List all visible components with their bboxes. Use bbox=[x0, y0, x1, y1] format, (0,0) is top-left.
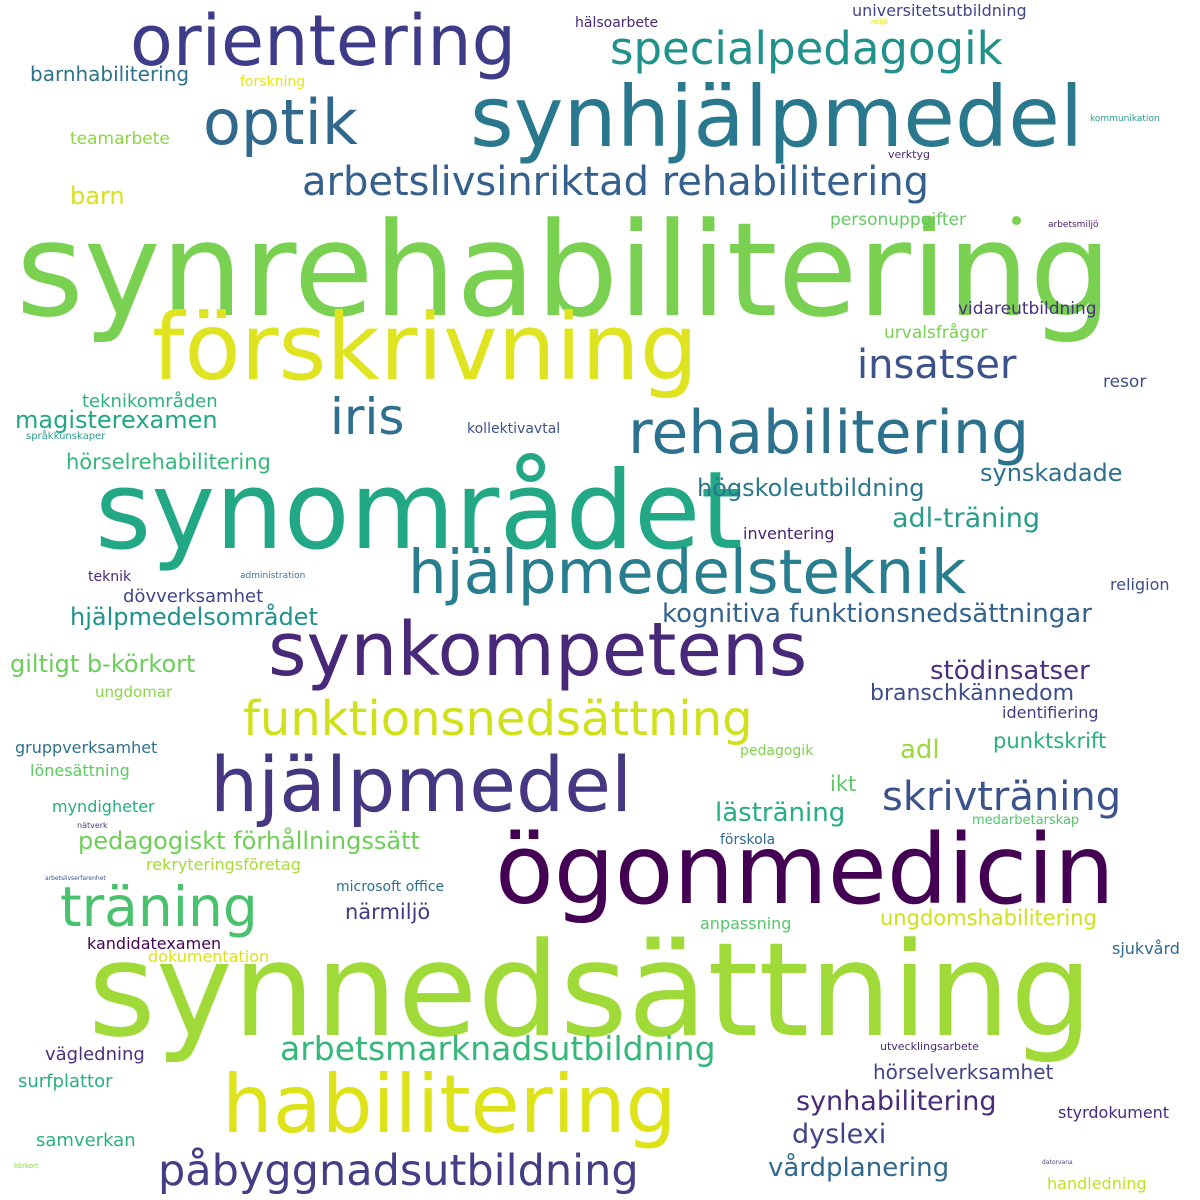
word: synhabilitering bbox=[796, 1086, 997, 1117]
word: teknikområden bbox=[82, 391, 218, 412]
word: iris bbox=[330, 388, 405, 446]
word: microsoft office bbox=[336, 879, 445, 895]
word: stödinsatser bbox=[930, 656, 1090, 686]
word: punktskrift bbox=[993, 729, 1107, 753]
word: synhjälpmedel bbox=[470, 68, 1084, 166]
word: branschkännedom bbox=[870, 681, 1075, 706]
word: adl-träning bbox=[892, 503, 1041, 534]
word: surfplattor bbox=[18, 1071, 113, 1092]
word: datorvana bbox=[1042, 1159, 1073, 1166]
word: personuppgifter bbox=[830, 210, 966, 230]
word: miljö bbox=[871, 18, 888, 26]
word: dokumentation bbox=[148, 947, 270, 966]
word: optik bbox=[203, 86, 358, 159]
word: vidareutbildning bbox=[958, 299, 1097, 319]
word: ungdomshabilitering bbox=[880, 906, 1097, 930]
word: samverkan bbox=[36, 1130, 136, 1151]
word: sjukvård bbox=[1112, 939, 1180, 958]
word: vårdplanering bbox=[768, 1153, 950, 1183]
word: hjälpmedel bbox=[210, 740, 633, 829]
word: rekryteringsföretag bbox=[146, 855, 301, 874]
word: arbetslivserfarenhet bbox=[45, 875, 106, 882]
word: kommunikation bbox=[1090, 114, 1160, 124]
word: rehabilitering bbox=[628, 398, 1030, 468]
word: skrivträning bbox=[882, 774, 1122, 820]
word: religion bbox=[1110, 575, 1170, 594]
word: verktyg bbox=[888, 148, 930, 161]
word: synområdet bbox=[95, 449, 743, 574]
word: myndigheter bbox=[52, 797, 155, 816]
word: dyslexi bbox=[792, 1119, 887, 1150]
word: administration bbox=[240, 571, 306, 581]
word: träning bbox=[60, 875, 258, 939]
word: teamarbete bbox=[70, 129, 170, 149]
word: lästräning bbox=[715, 798, 846, 828]
word: hälsoarbete bbox=[575, 15, 659, 31]
word: körkort bbox=[14, 1162, 39, 1170]
word: ikt bbox=[830, 772, 857, 796]
word: hjälpmedelsområdet bbox=[70, 603, 318, 631]
word: påbyggnadsutbildning bbox=[158, 1146, 639, 1196]
word: nätverk bbox=[77, 821, 108, 830]
word: vägledning bbox=[45, 1044, 145, 1065]
word: närmiljö bbox=[345, 900, 431, 924]
word: barnhabilitering bbox=[30, 62, 190, 86]
word: universitetsutbildning bbox=[852, 1, 1027, 20]
word: arbetsmarknadsutbildning bbox=[280, 1029, 716, 1068]
word: arbetslivsinriktad rehabilitering bbox=[302, 159, 930, 205]
word: hörselverksamhet bbox=[873, 1060, 1054, 1084]
word: handledning bbox=[1047, 1174, 1147, 1193]
word: barn bbox=[70, 182, 125, 210]
word: anpassning bbox=[700, 914, 792, 933]
word: resor bbox=[1103, 372, 1147, 392]
word: synskadade bbox=[980, 459, 1123, 487]
word: identifiering bbox=[1002, 703, 1099, 722]
word: språkkunskaper bbox=[26, 431, 106, 442]
word: teknik bbox=[88, 569, 132, 585]
word: kognitiva funktionsnedsättningar bbox=[662, 599, 1092, 629]
word: förskrivning bbox=[152, 294, 699, 401]
word: synrehabilitering bbox=[16, 194, 1112, 346]
dot bbox=[1012, 216, 1021, 225]
word: ungdomar bbox=[95, 683, 173, 701]
word: kandidatexamen bbox=[87, 934, 222, 953]
word: hörselrehabilitering bbox=[66, 450, 271, 474]
word: synnedsättning bbox=[88, 914, 1093, 1066]
word: ögonmedicin bbox=[495, 814, 1115, 926]
word: synkompetens bbox=[268, 607, 808, 693]
word: funktionsnedsättning bbox=[243, 691, 753, 747]
word: utvecklingsarbete bbox=[880, 1040, 979, 1053]
word: forskning bbox=[240, 74, 306, 90]
word: förskola bbox=[720, 832, 776, 848]
word: lönesättning bbox=[30, 761, 130, 780]
word: kollektivavtal bbox=[467, 421, 561, 437]
word: inventering bbox=[743, 524, 835, 543]
word: dövverksamhet bbox=[123, 586, 264, 607]
word: hjälpmedelsteknik bbox=[408, 537, 967, 608]
word: styrdokument bbox=[1058, 1103, 1170, 1122]
word: urvalsfrågor bbox=[884, 323, 988, 343]
word: magisterexamen bbox=[15, 406, 218, 434]
word: adl bbox=[900, 735, 940, 765]
word: högskoleutbildning bbox=[697, 474, 925, 502]
word: specialpedagogik bbox=[610, 22, 1003, 75]
word: pedagogiskt förhållningssätt bbox=[78, 827, 420, 855]
word: pedagogik bbox=[740, 743, 814, 759]
word: arbetsmiljö bbox=[1048, 220, 1099, 230]
word: medarbetarskap bbox=[972, 813, 1080, 828]
word: insatser bbox=[857, 342, 1017, 388]
word: orientering bbox=[130, 0, 517, 82]
word: giltigt b-körkort bbox=[10, 650, 196, 678]
word: habilitering bbox=[222, 1058, 677, 1151]
word: gruppverksamhet bbox=[15, 738, 158, 757]
